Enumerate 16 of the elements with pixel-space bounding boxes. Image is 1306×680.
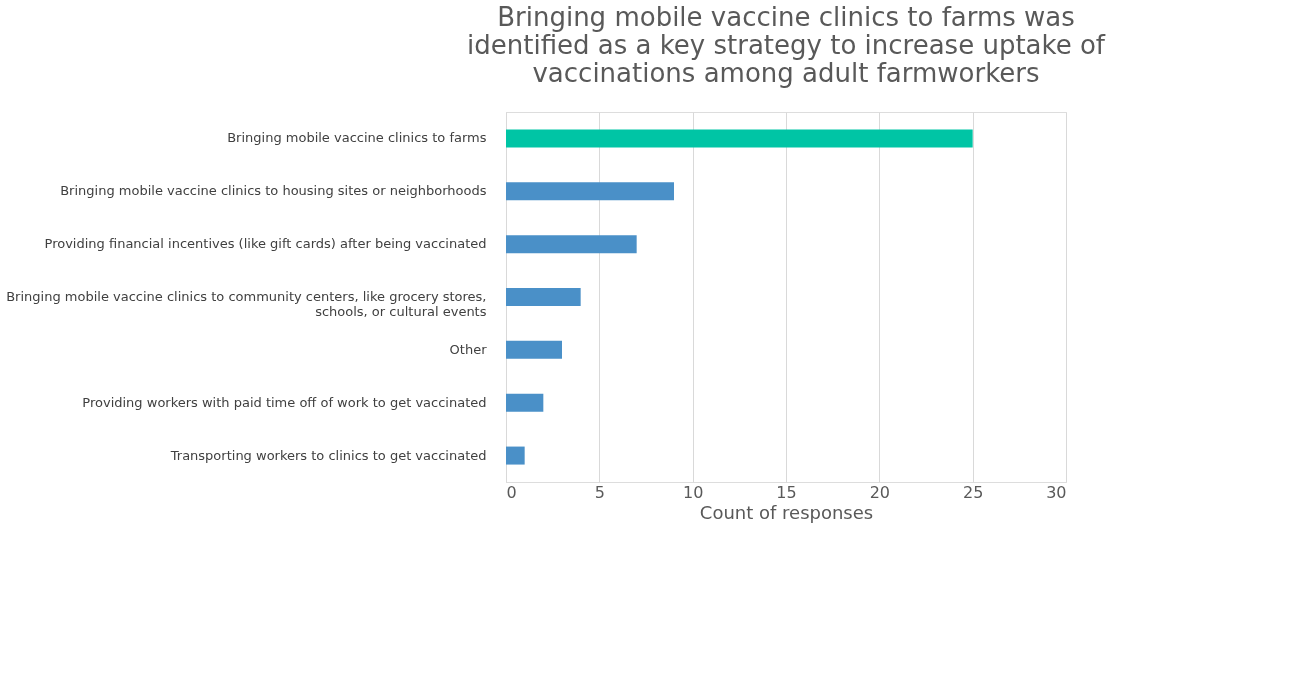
x-tick-label: 10 — [682, 482, 704, 502]
y-tick-label: Other — [449, 341, 488, 357]
x-tick-label: 0 — [506, 482, 517, 502]
x-tick-label: 5 — [594, 482, 605, 502]
y-tick-label: Providing workers with paid time off of work to get vaccinated — [82, 394, 487, 410]
x-tick-label: 15 — [776, 482, 797, 502]
y-tick-label: Bringing mobile vaccine clinics to housing sites or neighborhoods — [60, 183, 487, 199]
chart-title: Bringing mobile vaccine clinics to farms was identified as a key strategy to increase uptake of vaccinations among adult farmworkers — [467, 2, 1106, 88]
x-tick-label: 25 — [962, 482, 984, 502]
y-tick-label: Providing financial incentives (like gift cards) after being vaccinated — [44, 236, 487, 252]
y-tick-label: Bringing mobile vaccine clinics to community centers, like grocery stores, schools, or cultural events — [6, 289, 487, 319]
x-tick-label: 20 — [869, 482, 891, 502]
y-tick-label: Transporting workers to clinics to get vaccinated — [169, 447, 487, 463]
y-tick-label: Bringing mobile vaccine clinics to farms — [227, 130, 487, 146]
x-tick-label: 30 — [1046, 482, 1067, 502]
x-axis-title: Count of responses — [699, 501, 874, 523]
